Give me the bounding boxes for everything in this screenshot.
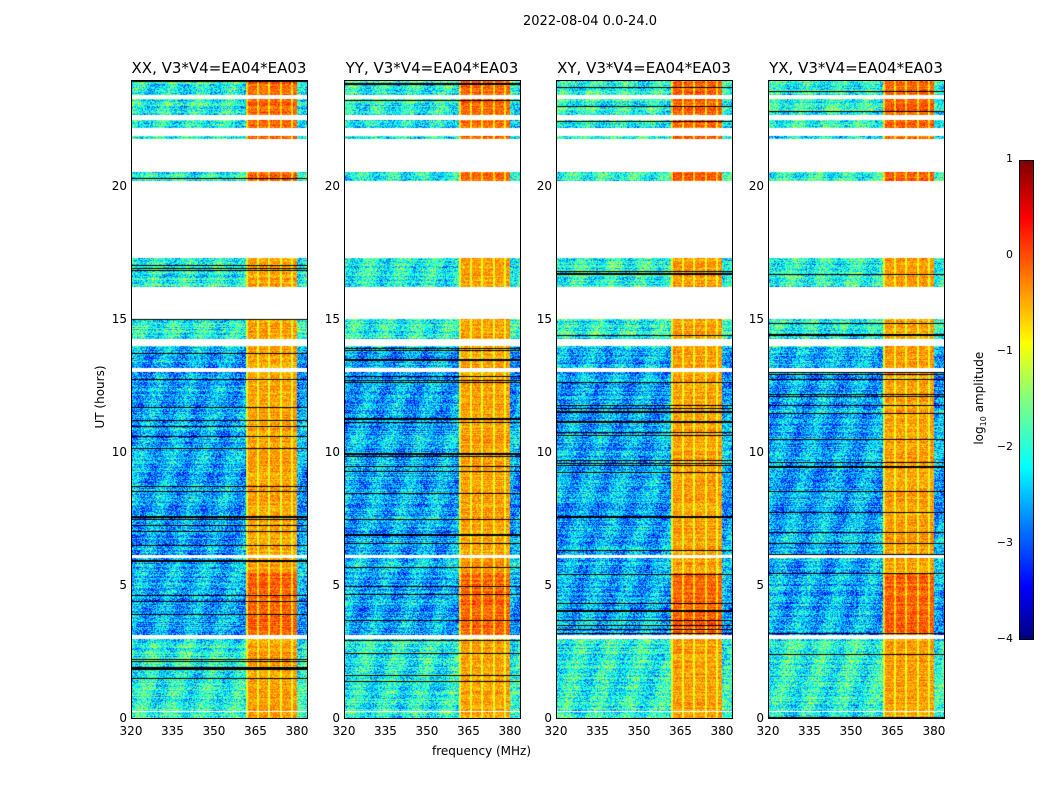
x-tick-label: 380 (285, 724, 309, 738)
colorbar-label: log10 amplitude (972, 348, 988, 448)
x-tick-label: 320 (756, 724, 780, 738)
panel-title: YX, V3*V4=EA04*EA03 (769, 59, 943, 77)
x-tick-label: 320 (544, 724, 568, 738)
waterfall-panel (131, 80, 308, 719)
x-axis-label: frequency (MHz) (432, 744, 532, 758)
x-tick-label: 380 (498, 724, 522, 738)
y-tick-label: 15 (324, 311, 340, 326)
colorbar-tick-label: −4 (996, 632, 1013, 645)
x-tick-label: 365 (244, 724, 267, 738)
y-tick-label: 15 (111, 311, 127, 326)
y-tick-label: 10 (324, 444, 340, 459)
panel-title: XX, V3*V4=EA04*EA03 (131, 59, 307, 77)
y-tick-label: 0 (756, 711, 764, 725)
panel-title: XY, V3*V4=EA04*EA03 (557, 59, 731, 77)
y-tick-label: 5 (756, 577, 764, 592)
colorbar (1019, 160, 1034, 640)
x-tick-label: 335 (161, 724, 184, 738)
colorbar-label-rest: amplitude (971, 351, 986, 417)
colorbar-tick-label: −2 (996, 440, 1013, 453)
waterfall-panel (768, 80, 945, 719)
x-tick-label: 350 (415, 724, 439, 738)
heatmap-image (769, 81, 944, 718)
x-tick-label: 350 (202, 724, 226, 738)
x-tick-label: 320 (332, 724, 356, 738)
x-tick-label: 335 (586, 724, 609, 738)
y-tick-label: 5 (119, 577, 127, 592)
y-tick-label: 20 (324, 178, 340, 193)
y-tick-label: 0 (119, 711, 127, 725)
y-axis-label: UT (hours) (93, 365, 107, 429)
y-tick-label: 5 (544, 577, 552, 592)
colorbar-tick-label: 1 (1006, 152, 1013, 165)
waterfall-panel (344, 80, 521, 719)
y-tick-label: 10 (111, 444, 127, 459)
y-tick-label: 0 (332, 711, 340, 725)
x-tick-label: 350 (627, 724, 651, 738)
x-tick-label: 320 (119, 724, 143, 738)
x-tick-label: 365 (669, 724, 692, 738)
heatmap-image (557, 81, 732, 718)
y-tick-label: 20 (536, 178, 552, 193)
x-tick-label: 365 (881, 724, 904, 738)
y-tick-label: 10 (748, 444, 764, 459)
x-tick-label: 365 (457, 724, 480, 738)
figure-title: 2022-08-04 0.0-24.0 (523, 14, 657, 29)
colorbar-label-log: log (971, 426, 986, 445)
y-tick-label: 15 (748, 311, 764, 326)
y-tick-label: 20 (748, 178, 764, 193)
x-tick-label: 380 (922, 724, 946, 738)
y-tick-label: 10 (536, 444, 552, 459)
y-tick-label: 15 (536, 311, 552, 326)
colorbar-tick-label: −3 (996, 536, 1013, 549)
y-tick-label: 0 (544, 711, 552, 725)
panel-title: YY, V3*V4=EA04*EA03 (345, 59, 519, 77)
x-tick-label: 350 (839, 724, 863, 738)
colorbar-tick-label: 0 (1006, 248, 1013, 261)
x-tick-label: 335 (374, 724, 397, 738)
y-tick-label: 20 (111, 178, 127, 193)
heatmap-image (345, 81, 520, 718)
x-tick-label: 335 (798, 724, 821, 738)
waterfall-panel (556, 80, 733, 719)
heatmap-image (132, 81, 307, 718)
y-tick-label: 5 (332, 577, 340, 592)
colorbar-label-sub: 10 (979, 416, 989, 427)
x-tick-label: 380 (710, 724, 734, 738)
colorbar-tick-label: −1 (996, 344, 1013, 357)
